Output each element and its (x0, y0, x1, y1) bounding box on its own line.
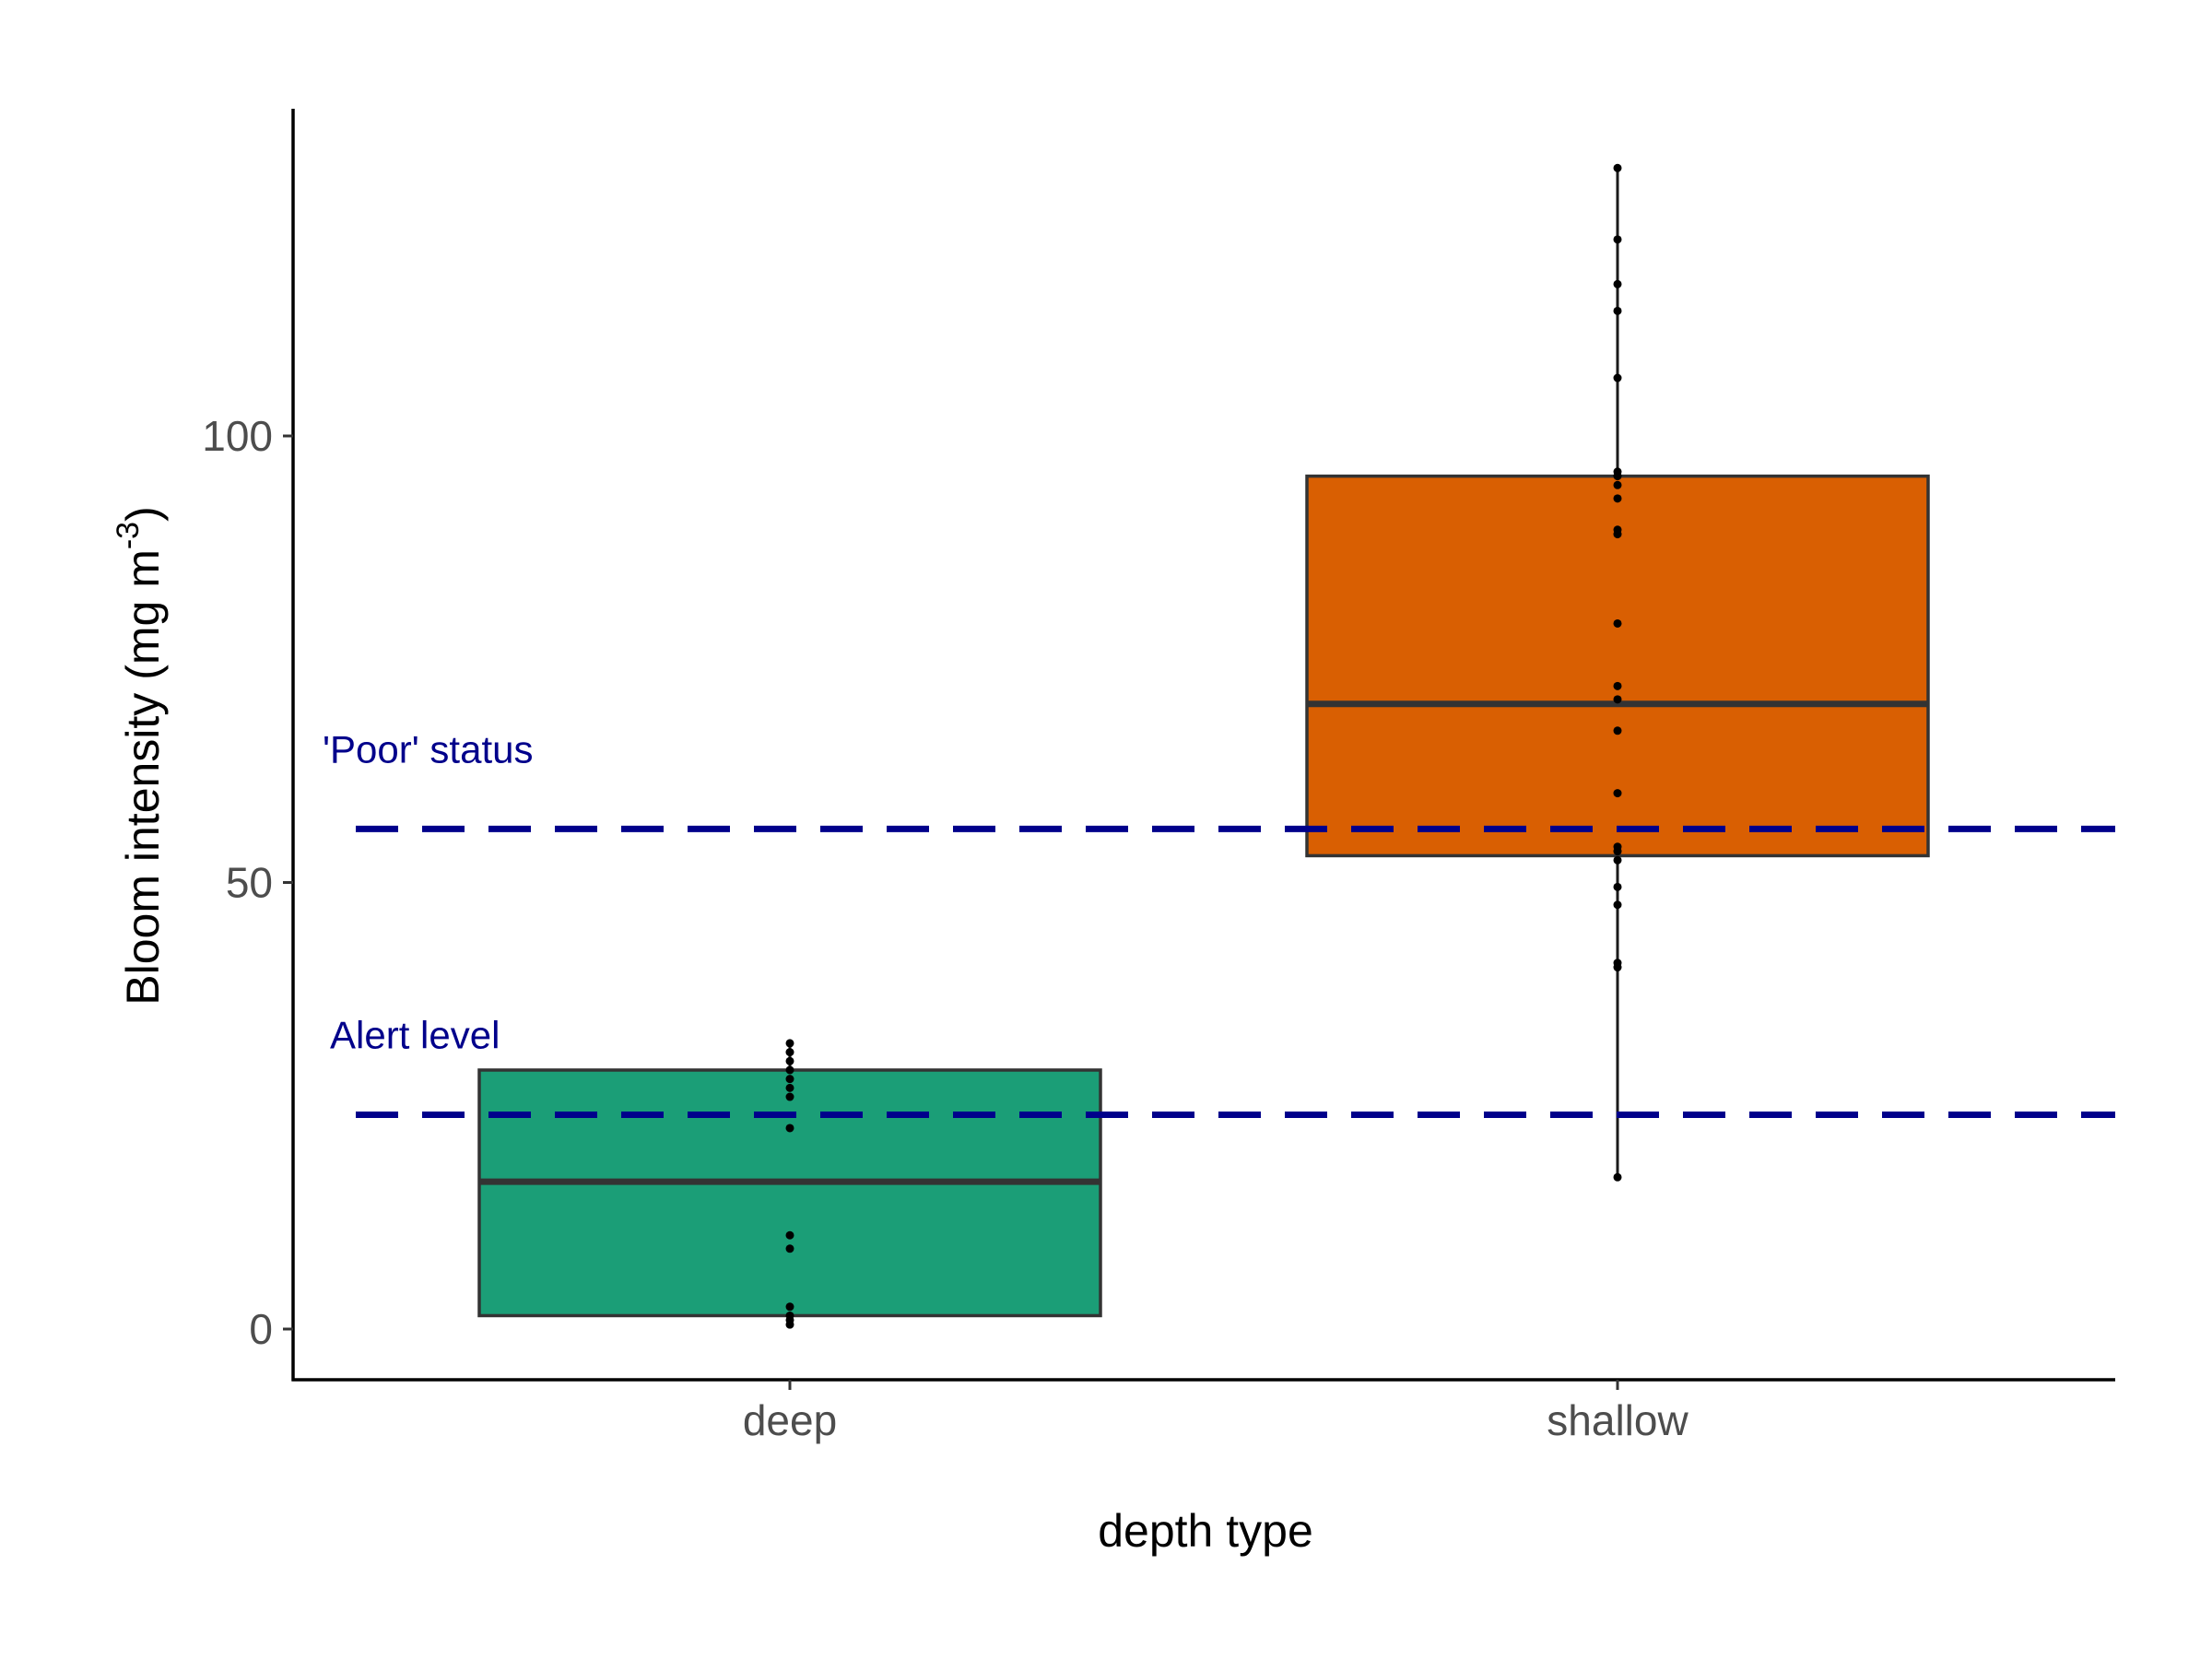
data-point-deep (785, 1083, 794, 1092)
x-tick-label-shallow: shallow (1547, 1396, 1688, 1444)
box-rect (477, 1068, 1102, 1318)
data-point-shallow (1613, 494, 1622, 503)
data-point-shallow (1613, 882, 1622, 891)
data-point-shallow (1613, 855, 1622, 865)
data-point-deep (785, 1124, 794, 1133)
data-point-shallow (1613, 235, 1622, 244)
data-point-deep (785, 1075, 794, 1084)
y-axis-title-superscript: -3 (111, 522, 146, 549)
data-point-shallow (1613, 373, 1622, 382)
data-point-deep (785, 1230, 794, 1240)
data-point-shallow (1613, 842, 1622, 852)
reference-lines-layer: 'Poor' status Alert level (323, 727, 2115, 1118)
data-point-shallow (1613, 726, 1622, 735)
data-point-shallow (1613, 959, 1622, 968)
data-point-shallow (1613, 525, 1622, 535)
y-axis-title: Bloom intensity (mg m-3) (111, 506, 169, 1005)
y-tick-label: 50 (226, 859, 273, 907)
y-tick-label: 100 (202, 412, 273, 460)
data-point-deep (785, 1039, 794, 1048)
ticks-layer: 0 50 100 deep shallow (202, 412, 1688, 1444)
data-point-deep (785, 1048, 794, 1057)
data-point-shallow (1613, 618, 1622, 628)
data-point-deep (785, 1065, 794, 1075)
data-point-shallow (1613, 789, 1622, 798)
box-shallow (1305, 168, 1930, 1178)
data-point-shallow (1613, 681, 1622, 690)
data-point-deep (785, 1244, 794, 1253)
data-point-shallow (1613, 306, 1622, 315)
reference-label-poor-status: 'Poor' status (323, 727, 533, 771)
axes-layer (291, 109, 2115, 1382)
data-point-shallow (1613, 163, 1622, 172)
data-point-deep (785, 1302, 794, 1312)
data-point-shallow (1613, 480, 1622, 489)
y-axis-title-close: ) (117, 506, 169, 522)
reference-label-alert-level: Alert level (330, 1013, 500, 1056)
data-point-shallow (1613, 467, 1622, 477)
x-axis-title: depth type (1098, 1505, 1313, 1557)
data-point-shallow (1613, 279, 1622, 288)
data-point-deep (785, 1056, 794, 1065)
data-point-deep (785, 1092, 794, 1101)
data-point-shallow (1613, 1172, 1622, 1182)
box-deep (477, 1042, 1102, 1325)
y-tick-label: 0 (249, 1305, 273, 1353)
x-tick-label-deep: deep (743, 1396, 837, 1444)
data-point-shallow (1613, 900, 1622, 910)
y-axis-title-main: Bloom intensity (mg m (117, 549, 169, 1006)
data-point-deep (785, 1311, 794, 1320)
points-layer (785, 163, 1622, 1329)
boxes-layer (477, 168, 1930, 1325)
data-point-shallow (1613, 695, 1622, 704)
